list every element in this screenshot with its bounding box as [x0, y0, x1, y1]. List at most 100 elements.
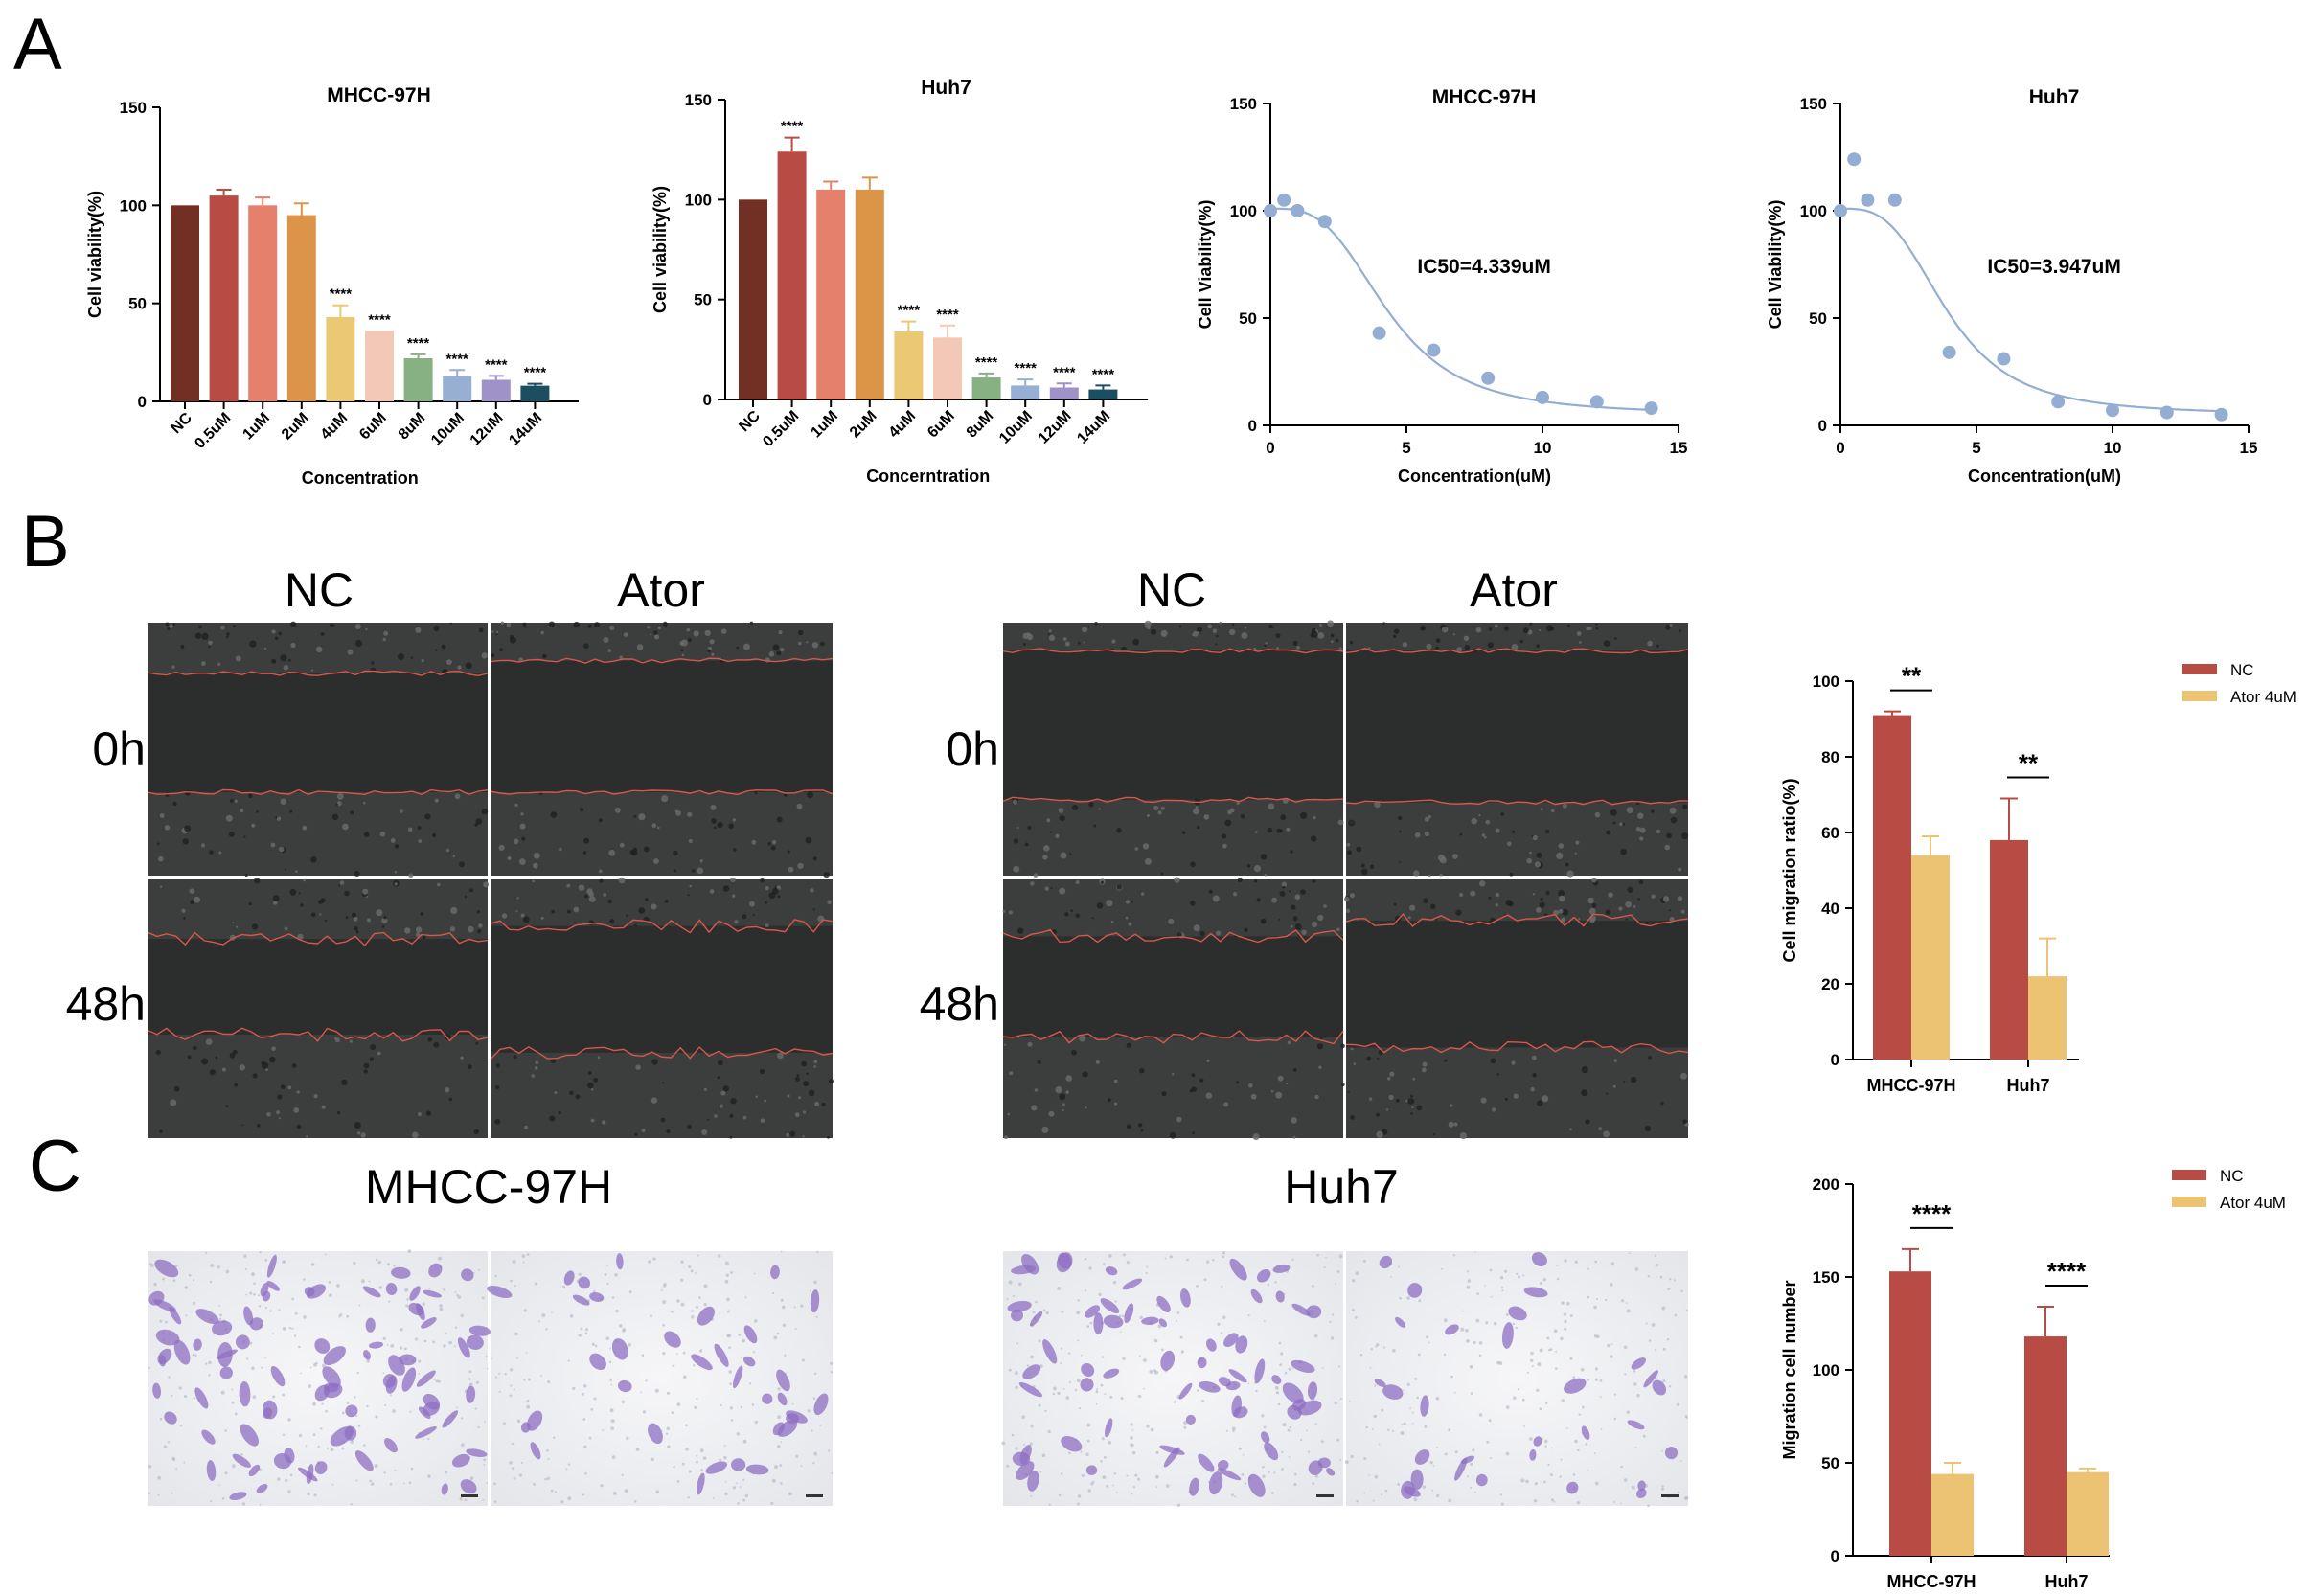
migrated-cell [1042, 1339, 1058, 1364]
migrated-cell [1420, 1395, 1429, 1417]
bar [481, 379, 511, 401]
membrane-pore [691, 1310, 694, 1312]
cell-speck [407, 827, 413, 832]
membrane-pore [1585, 1443, 1588, 1446]
membrane-pore [648, 1260, 651, 1264]
membrane-pore [1122, 1253, 1126, 1257]
cell-speck [657, 626, 661, 630]
cell-speck [225, 814, 233, 822]
membrane-pore [313, 1493, 317, 1497]
membrane-pore [526, 1399, 530, 1402]
migrated-cell [354, 1450, 374, 1471]
cell-speck [1064, 912, 1069, 917]
cell-speck [1276, 647, 1279, 650]
cell-speck [1399, 830, 1402, 833]
cell-speck [1141, 892, 1145, 896]
membrane-pore [526, 1404, 531, 1409]
cell-speck [370, 1044, 377, 1050]
cell-speck [342, 823, 349, 831]
cell-speck [437, 882, 441, 887]
cell-speck [481, 808, 489, 815]
migrated-cell [731, 1458, 746, 1471]
cell-speck [269, 1056, 276, 1063]
migrated-cell [365, 1317, 376, 1333]
cell-speck [1605, 909, 1611, 915]
membrane-pore [1387, 1428, 1390, 1432]
x-axis-label: Concentration(uM) [1968, 467, 2121, 486]
migrated-cell [460, 1479, 477, 1494]
membrane-pore [1474, 1251, 1477, 1253]
y-tick-label: 200 [1813, 1175, 1839, 1194]
membrane-pore [220, 1390, 225, 1395]
cell-speck [1280, 814, 1287, 821]
data-point [1291, 204, 1305, 217]
membrane-pore [1474, 1491, 1476, 1493]
cell-speck [1313, 816, 1316, 820]
cell-speck [1412, 1077, 1416, 1081]
migrated-cell [777, 1392, 788, 1406]
cell-speck [603, 893, 607, 897]
membrane-pore [1530, 1351, 1534, 1356]
migrated-cell [229, 1492, 247, 1500]
membrane-pore [1057, 1287, 1061, 1290]
migrated-cell [240, 1424, 259, 1447]
cell-speck [477, 929, 482, 934]
migrated-cell [1308, 1460, 1323, 1475]
cell-speck [1058, 808, 1064, 813]
migrated-cell [1256, 1269, 1271, 1283]
cell-speck [1098, 808, 1101, 810]
cell-speck [1542, 1095, 1549, 1103]
membrane-pore [394, 1469, 397, 1472]
cell-speck [1294, 894, 1301, 900]
membrane-pore [168, 1376, 171, 1379]
membrane-pore [1605, 1298, 1608, 1302]
cell-speck [689, 884, 693, 888]
membrane-pore [454, 1291, 457, 1293]
cell-speck [271, 1046, 276, 1051]
membrane-pore [611, 1455, 616, 1459]
cell-speck [1047, 633, 1050, 636]
migrated-cell [1159, 1445, 1185, 1455]
membrane-pore [1593, 1452, 1596, 1455]
y-tick-label: 40 [1821, 900, 1839, 918]
membrane-pore [404, 1288, 409, 1292]
cell-speck [1281, 881, 1288, 887]
migrated-cell [262, 1400, 278, 1420]
membrane-pore [277, 1477, 281, 1481]
membrane-pore [1505, 1313, 1509, 1316]
cell-speck [464, 895, 468, 899]
membrane-pore [224, 1471, 228, 1475]
membrane-pore [225, 1269, 230, 1274]
membrane-pore [445, 1332, 447, 1334]
migrated-cell [217, 1342, 233, 1367]
membrane-pore [1084, 1289, 1086, 1292]
membrane-pore [1555, 1350, 1557, 1353]
cell-speck [1221, 833, 1227, 839]
cell-speck [1004, 1135, 1008, 1140]
cell-speck [394, 844, 400, 849]
membrane-pore [1087, 1489, 1091, 1493]
cell-speck [1312, 921, 1318, 928]
cell-speck [760, 878, 765, 883]
y-tick-label: 0 [138, 393, 147, 411]
migrated-cell [1185, 1414, 1196, 1425]
cell-speck [394, 871, 398, 874]
cell-speck [768, 651, 775, 657]
membrane-pore [1553, 1329, 1558, 1334]
membrane-pore [1078, 1407, 1081, 1410]
migrated-cell [1093, 1312, 1104, 1335]
cell-speck [1275, 633, 1281, 639]
legend-swatch [2172, 1197, 2206, 1207]
membrane-pore [354, 1396, 356, 1399]
cell-speck [1556, 852, 1564, 860]
cell-speck [573, 621, 580, 628]
cell-speck [1046, 818, 1051, 823]
membrane-pore [1061, 1472, 1063, 1475]
membrane-pore [514, 1285, 516, 1288]
membrane-pore [610, 1383, 613, 1386]
membrane-pore [1417, 1353, 1421, 1357]
cell-speck [1349, 640, 1354, 645]
cell-speck [1055, 1086, 1062, 1094]
cell-speck [459, 861, 465, 868]
membrane-pore [1080, 1354, 1083, 1357]
